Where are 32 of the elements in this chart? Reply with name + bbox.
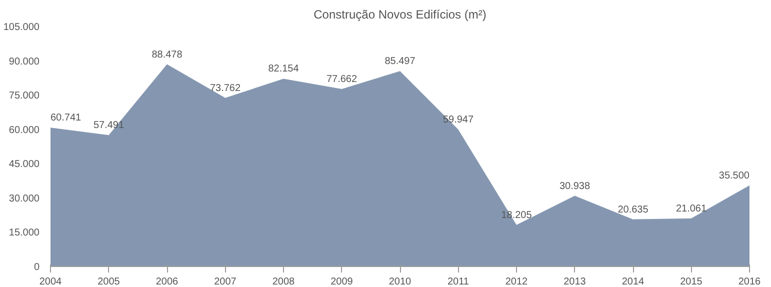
x-tick-label: 2015 — [680, 276, 703, 287]
y-tick-label: 0 — [34, 262, 40, 273]
data-label: 20.635 — [618, 204, 649, 216]
x-tick-label: 2013 — [564, 276, 586, 287]
x-tick-label: 2008 — [272, 276, 296, 287]
y-tick-label: 45.000 — [8, 159, 40, 170]
data-label: 21.061 — [676, 203, 707, 214]
data-label: 85.497 — [384, 56, 416, 68]
y-tick-label: 105.000 — [3, 22, 40, 33]
x-tick-label: 2014 — [622, 276, 645, 287]
x-tick-label: 2010 — [388, 276, 412, 287]
x-tick-label: 2007 — [214, 276, 237, 287]
x-tick-label: 2006 — [156, 276, 179, 287]
chart-title: Construção Novos Edifícios (m²) — [314, 8, 486, 22]
x-tick-label: 2005 — [98, 276, 120, 287]
x-tick-label: 2011 — [448, 276, 470, 287]
data-label: 35.500 — [718, 170, 750, 182]
data-label: 82.154 — [268, 64, 300, 75]
x-tick-label: 2016 — [738, 276, 762, 287]
y-tick-label: 60.000 — [8, 124, 40, 136]
y-tick-label: 90.000 — [8, 56, 40, 68]
y-tick-label: 75.000 — [8, 90, 40, 102]
x-tick-label: 2009 — [330, 276, 354, 287]
data-label: 77.662 — [326, 74, 358, 85]
data-label: 30.938 — [559, 180, 590, 192]
data-label: 73.762 — [210, 82, 241, 94]
x-tick-label: 2012 — [505, 276, 528, 287]
data-label: 60.741 — [50, 112, 82, 124]
x-tick-label: 2004 — [39, 276, 62, 287]
y-tick-label: 30.000 — [8, 193, 40, 204]
data-label: 88.478 — [152, 49, 183, 60]
y-tick-label: 15.000 — [8, 228, 40, 239]
